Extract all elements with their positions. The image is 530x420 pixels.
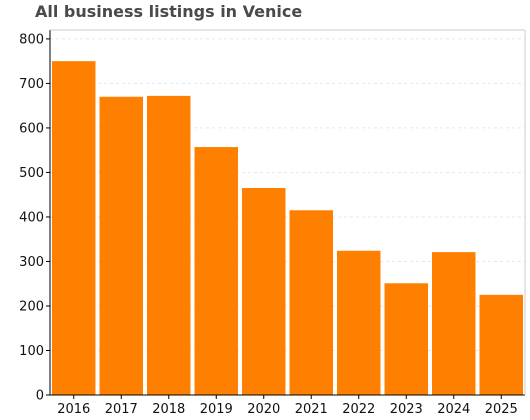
x-tick-label: 2024: [437, 402, 470, 417]
y-tick-label: 500: [19, 166, 44, 181]
x-tick-label: 2020: [247, 402, 280, 417]
bar[interactable]: [432, 252, 476, 395]
y-tick-label: 200: [19, 299, 44, 314]
y-tick-label: 100: [19, 344, 44, 359]
bar[interactable]: [147, 95, 191, 395]
bar[interactable]: [52, 61, 96, 395]
x-tick-label: 2023: [390, 402, 423, 417]
bar[interactable]: [289, 210, 334, 395]
chart-title: All business listings in Venice: [35, 2, 303, 21]
y-tick-label: 300: [19, 255, 44, 270]
bar[interactable]: [337, 250, 381, 395]
x-tick-label: 2018: [152, 402, 185, 417]
bar[interactable]: [194, 147, 239, 395]
bar[interactable]: [479, 294, 524, 395]
y-tick-label: 400: [19, 210, 44, 225]
y-tick-label: 600: [19, 121, 44, 136]
y-tick-label: 700: [19, 77, 44, 92]
x-tick-label: 2021: [295, 402, 328, 417]
y-tick-label: 800: [19, 32, 44, 47]
x-tick-label: 2016: [57, 402, 90, 417]
bar[interactable]: [99, 96, 144, 395]
x-tick-label: 2017: [105, 402, 138, 417]
bar[interactable]: [384, 283, 429, 395]
x-tick-label: 2025: [485, 402, 518, 417]
y-tick-label: 0: [36, 389, 44, 404]
bar[interactable]: [242, 188, 286, 395]
x-tick-label: 2022: [342, 402, 375, 417]
x-tick-label: 2019: [200, 402, 233, 417]
